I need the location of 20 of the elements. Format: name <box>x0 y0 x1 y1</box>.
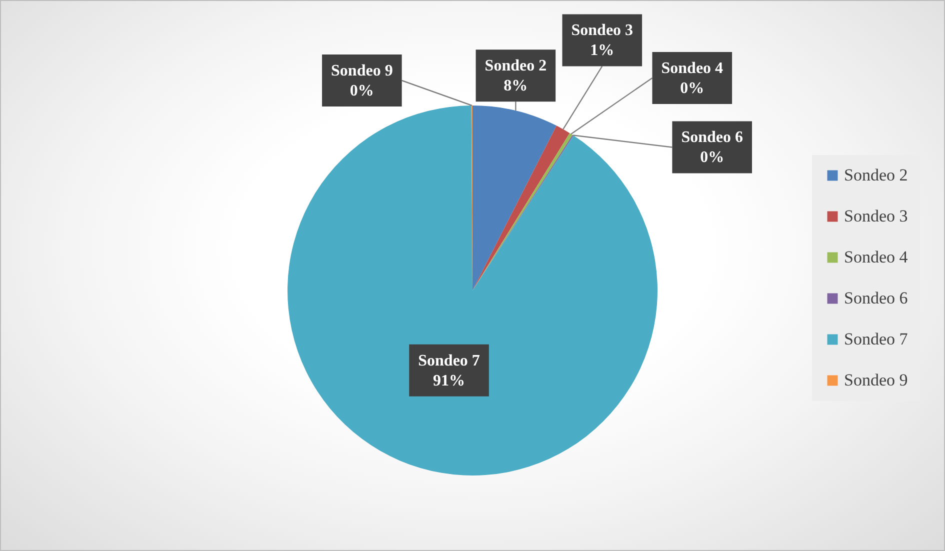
legend-label: Sondeo 6 <box>844 288 908 308</box>
legend-label: Sondeo 2 <box>844 166 908 184</box>
legend-label: Sondeo 4 <box>844 248 908 266</box>
pie-slice <box>288 106 658 476</box>
slice-label: Sondeo 4 <box>661 60 724 77</box>
slice-label: Sondeo 2 <box>484 58 547 75</box>
data-label: 0% <box>350 82 374 100</box>
data-label: 8% <box>504 78 528 95</box>
slice-label: Sondeo 3 <box>571 22 634 40</box>
legend-label: Sondeo 3 <box>844 206 908 226</box>
legend-label: Sondeo 7 <box>844 330 908 348</box>
data-label: 91% <box>433 372 466 390</box>
data-label: 0% <box>680 80 704 97</box>
legend-label: Sondeo 9 <box>844 370 908 390</box>
data-label: 0% <box>700 149 724 166</box>
data-label: 1% <box>590 42 614 60</box>
slice-label: Sondeo 7 <box>418 352 480 370</box>
slice-label: Sondeo 6 <box>681 129 743 146</box>
pie-slice <box>472 106 556 290</box>
slice-label: Sondeo 9 <box>331 62 393 80</box>
